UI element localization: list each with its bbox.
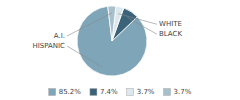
legend-item: 85.2% <box>49 88 82 96</box>
pie <box>77 6 147 76</box>
slice-label: BLACK <box>159 30 182 38</box>
legend-label: 3.7% <box>174 88 192 96</box>
legend-label: 7.4% <box>100 88 118 96</box>
slice-label: A.I. <box>54 32 65 40</box>
leader-line <box>67 46 103 67</box>
legend-swatch <box>127 89 134 96</box>
pie-slice <box>77 6 147 76</box>
leader-line <box>67 13 112 36</box>
legend-item: 7.4% <box>90 88 118 96</box>
legend-swatch <box>164 89 171 96</box>
pie-slice <box>108 6 116 41</box>
legend-item: 3.7% <box>164 88 192 96</box>
slice-label: WHITE <box>159 20 182 28</box>
leader-line <box>127 18 157 35</box>
leader-line <box>118 14 157 25</box>
legend-label: 3.7% <box>137 88 155 96</box>
legend-label: 85.2% <box>59 88 82 96</box>
legend-item: 3.7% <box>127 88 155 96</box>
legend-swatch <box>90 89 97 96</box>
slice-label: HISPANIC <box>32 42 65 50</box>
chart: A.I. HISPANIC WHITE BLACK 85.2% 7.4% 3.7% 3.7% <box>0 0 240 100</box>
legend: 85.2% 7.4% 3.7% 3.7% <box>49 88 192 96</box>
annotations: A.I. HISPANIC WHITE BLACK <box>32 13 182 67</box>
legend-swatch <box>49 89 56 96</box>
